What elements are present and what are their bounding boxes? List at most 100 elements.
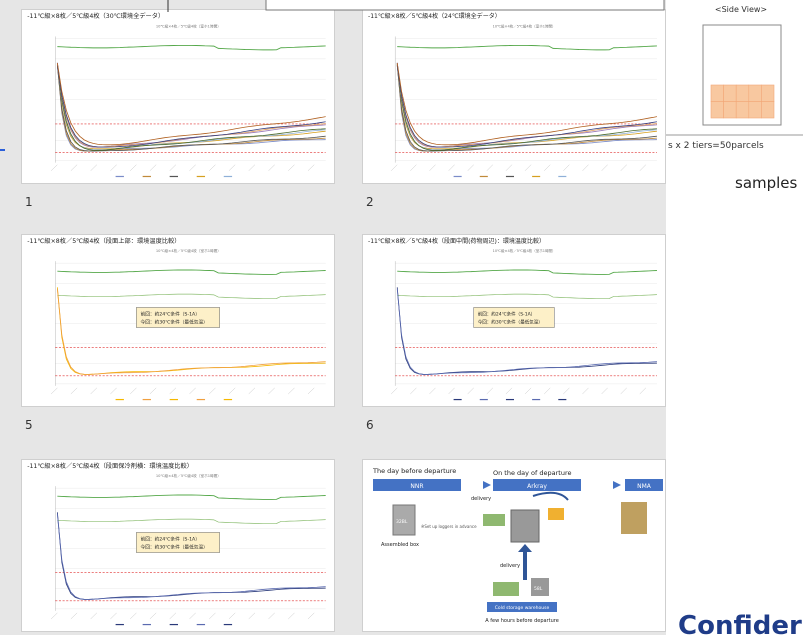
x-tick <box>307 164 315 171</box>
parcel <box>748 101 762 119</box>
legend-swatch <box>453 398 462 401</box>
x-tick <box>268 164 275 171</box>
x-tick <box>429 164 436 171</box>
slide-title: -11℃級×8枚／5℃級4枚（30℃環境全データ） <box>27 12 164 20</box>
x-tick <box>130 612 137 620</box>
chart-subtitle: 10℃級×4枚／5℃級4枚（室ホ1時間） <box>493 23 556 28</box>
node-label: NNR <box>410 483 423 490</box>
x-tick <box>189 387 196 395</box>
slide-thumbnail: -11℃級×8枚／5℃級4枚（段面中間(荷物周辺)：環境温度比較） 10℃級×4枚… <box>363 235 665 406</box>
legend-swatch <box>558 398 567 401</box>
side-heading: <Side View> <box>715 5 767 14</box>
legend-swatch <box>196 398 206 401</box>
parcel <box>748 84 762 102</box>
x-tick <box>429 387 436 395</box>
legend-swatch <box>479 398 488 401</box>
x-tick <box>50 612 58 620</box>
x-tick <box>90 387 98 395</box>
slide-thumbnail: -11℃級×8枚／5℃級4枚（段面保冷剤横：環境温度比較） 10℃級×4枚／5℃級… <box>22 460 334 631</box>
temp-curve <box>396 63 658 146</box>
node-bar <box>625 479 663 491</box>
node-bar <box>373 479 461 491</box>
node-label: Cold storage warehouse <box>495 605 550 611</box>
legend-swatch <box>142 175 151 178</box>
x-tick <box>307 387 315 395</box>
x-tick <box>209 387 216 395</box>
note-text: 前回：約24℃条件（S-1A） <box>141 536 200 543</box>
temp-curve <box>56 288 326 375</box>
x-tick <box>410 387 417 395</box>
x-tick <box>169 612 177 620</box>
x-tick <box>307 612 315 620</box>
parcel <box>723 101 737 119</box>
temp-curve <box>56 65 326 148</box>
parcel <box>761 84 775 102</box>
legend-swatch <box>142 623 151 626</box>
note-text: 前回：約24℃条件（S-1A） <box>141 311 200 318</box>
x-tick <box>110 164 117 171</box>
x-tick <box>410 164 417 171</box>
x-tick <box>50 387 58 395</box>
note-text: 今回：約30℃条件（最低気温） <box>141 544 208 551</box>
x-tick <box>248 387 256 395</box>
note-box <box>473 307 555 328</box>
slide-number: 5 <box>25 418 33 432</box>
note-text: 今回：約30℃条件（最低気温） <box>478 319 543 326</box>
x-tick <box>169 387 177 395</box>
legend-swatch <box>223 175 233 178</box>
legend-swatch <box>479 175 488 178</box>
x-tick <box>90 612 98 620</box>
node-label: Arkray <box>527 483 547 490</box>
box-icon <box>510 509 540 543</box>
x-tick <box>248 612 256 620</box>
slide-thumbnail: -11℃級×8枚／5℃級4枚（24℃環境全データ） 10℃級×4枚／5℃級4枚（室… <box>363 10 665 183</box>
confidential-stamp: Confider <box>678 611 802 635</box>
diagram: The day before departure On the day of de… <box>372 467 663 624</box>
x-tick <box>209 612 216 620</box>
slide-sorter: -11℃級×8枚／5℃級4枚（30℃環境全データ） 10℃級×4枚／5℃級4枚（室… <box>0 0 666 635</box>
phase-label: On the day of departure <box>493 469 572 477</box>
x-tick <box>169 164 177 171</box>
x-tick <box>639 164 647 171</box>
legend-swatch <box>196 623 206 626</box>
x-tick <box>149 612 157 620</box>
arrow <box>463 481 491 489</box>
x-tick <box>391 164 398 171</box>
green-line <box>57 494 326 500</box>
caption: A few hours before departure <box>485 618 559 624</box>
x-tick <box>70 164 78 171</box>
x-tick <box>544 164 551 171</box>
slide-title: -11℃級×8枚／5℃級4枚（段面保冷剤横：環境温度比較） <box>27 462 193 470</box>
x-tick <box>582 387 589 395</box>
legend-swatch <box>142 398 151 401</box>
legend-swatch <box>223 623 233 626</box>
temp-curve <box>56 65 326 152</box>
legend-swatch <box>169 398 178 401</box>
x-tick <box>544 387 551 395</box>
node-bar <box>487 602 557 612</box>
parcel <box>735 84 750 102</box>
x-tick <box>563 164 570 171</box>
arrow <box>585 481 621 489</box>
x-tick <box>228 164 236 171</box>
x-tick <box>467 387 474 395</box>
parcel <box>723 84 737 102</box>
x-tick <box>288 164 295 171</box>
x-tick <box>130 164 137 171</box>
arrow-label: delivery <box>500 563 520 569</box>
x-tick <box>268 612 275 620</box>
legend-swatch <box>115 623 124 626</box>
note-text: 前回：約24℃条件（S-1A） <box>478 310 535 317</box>
green-line <box>57 269 326 275</box>
green-line <box>397 44 657 51</box>
x-tick <box>505 387 513 395</box>
legend-swatch <box>196 175 206 178</box>
box-label: 58L <box>534 586 543 592</box>
x-tick <box>467 164 474 171</box>
x-tick <box>486 387 494 395</box>
legend-swatch <box>169 175 178 178</box>
temp-curve <box>396 65 658 148</box>
parcel <box>735 101 750 119</box>
